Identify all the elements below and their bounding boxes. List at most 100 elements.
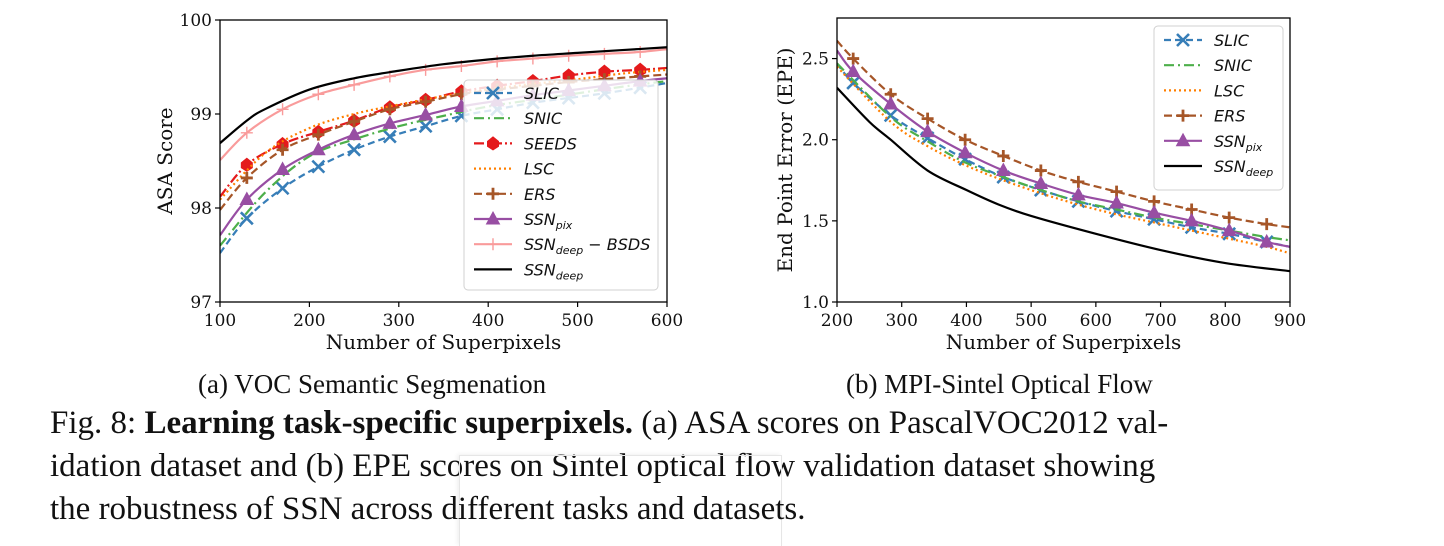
data-point-ssn-deep-bsds <box>312 88 325 101</box>
legend-b: SLIC SNIC LSC ERS SSNpix SSNdeep <box>1153 25 1284 191</box>
data-point-ers <box>383 103 396 116</box>
legend-label: LSC <box>1214 81 1245 100</box>
legend-marker <box>487 238 499 251</box>
data-point-ssn-pix <box>1221 222 1237 237</box>
y-axis-label: ASA Score <box>153 107 177 215</box>
data-point-ssn-deep-bsds <box>598 47 611 60</box>
x-tick-label: 100 <box>204 311 236 331</box>
legend-label: LSC <box>524 160 555 179</box>
x-tick-label: 400 <box>472 311 504 331</box>
legend-marker <box>487 187 499 200</box>
data-point-ssn-pix <box>883 95 899 110</box>
x-tick-label: 300 <box>885 311 917 331</box>
data-point-slic <box>418 119 433 134</box>
legend-marker <box>1175 132 1191 147</box>
legend-label: SNIC <box>1214 56 1253 75</box>
data-point-ssn-pix <box>1033 175 1049 190</box>
data-point-ers <box>959 133 972 146</box>
data-point-slic <box>239 211 254 226</box>
legend-label: SSNpix <box>1214 132 1263 154</box>
figure-caption-line-1: Fig. 8: Learning task-specific superpixe… <box>50 405 1168 442</box>
data-point-ssn-pix <box>1146 204 1162 219</box>
legend-box <box>1153 25 1284 191</box>
data-point-ers <box>312 128 325 141</box>
y-tick-label: 100 <box>180 11 212 31</box>
series-line-lsc <box>837 65 1290 255</box>
data-point-ers <box>921 112 934 125</box>
figure-caption-line-2: idation dataset and (b) EPE scores on Si… <box>50 448 1156 484</box>
series-line-ssn-deep <box>220 46 667 144</box>
data-point-ssn-deep-bsds <box>240 126 253 139</box>
data-point-slic <box>846 75 861 90</box>
data-point-ssn-pix <box>311 141 326 156</box>
data-point-ers <box>1260 218 1273 231</box>
data-point-ssn-pix <box>382 115 398 129</box>
y-tick-label: 2.5 <box>802 50 829 70</box>
figure-caption-line-3: the robustness of SSN across different t… <box>50 491 806 527</box>
data-point-slic <box>275 181 290 196</box>
data-point-ers <box>348 115 361 128</box>
y-axis-label: End Point Error (EPE) <box>773 48 797 273</box>
series-line-ers <box>220 73 667 211</box>
series-line-lsc <box>220 68 667 201</box>
x-axis-label: Number of Superpixels <box>326 330 561 354</box>
data-point-slic <box>347 142 362 157</box>
data-point-ers <box>1072 175 1085 188</box>
x-tick-label: 800 <box>1209 311 1241 331</box>
y-tick-label: 1.5 <box>802 212 829 232</box>
data-point-ssn-pix <box>275 161 290 175</box>
data-point-ers <box>419 95 432 108</box>
legend-marker <box>1177 109 1189 122</box>
data-point-ers <box>1034 164 1047 177</box>
legend-a: SLIC SNIC SEEDS LSC ERS SSNpix SSNdeep − BSDS S… <box>463 79 659 291</box>
legend-marker <box>486 86 500 100</box>
legend-label: ERS <box>1214 107 1245 126</box>
chart-a-voc-asa: 100 200 300 400 500 600 97 98 99 100 Number of Sup… <box>153 11 683 354</box>
x-tick-label: 700 <box>1144 311 1176 331</box>
data-point-ers <box>1223 211 1236 224</box>
y-tick-label: 2.0 <box>802 131 829 151</box>
data-point-slic <box>311 159 326 174</box>
data-point-ssn-deep-bsds <box>491 55 504 68</box>
chart-b-sintel-epe: 200 300 400 500 600 700 800 900 1.0 1.5 2.0 2.5 Numb… <box>773 17 1306 354</box>
data-point-ssn-pix <box>346 126 362 141</box>
legend-label: SEEDS <box>524 134 577 153</box>
x-tick-label: 600 <box>651 311 683 331</box>
data-point-ssn-pix <box>1184 212 1199 227</box>
x-tick-label: 600 <box>1080 311 1112 331</box>
x-tick-label: 200 <box>293 311 325 331</box>
y-tick-label: 1.0 <box>802 293 829 313</box>
plot-area-b <box>837 39 1290 273</box>
legend-marker <box>487 136 499 151</box>
data-point-ers <box>997 149 1010 162</box>
legend-label: ERS <box>524 185 555 204</box>
legend-label: SSNdeep <box>524 260 583 282</box>
data-point-ers <box>276 143 289 156</box>
y-tick-label: 97 <box>190 293 212 313</box>
data-point-ssn-deep-bsds <box>348 78 361 91</box>
data-point-slic <box>382 129 397 144</box>
data-point-ssn-pix <box>1109 194 1124 209</box>
data-point-ssn-pix <box>845 63 861 78</box>
overlay-box <box>459 455 782 546</box>
data-point-ssn-pix <box>995 162 1011 177</box>
axes-frame-b <box>836 17 1291 303</box>
data-point-ssn-deep-bsds <box>276 103 289 116</box>
x-tick-label: 300 <box>383 311 415 331</box>
series-line-ssn-deep <box>837 87 1290 273</box>
data-point-ssn-pix <box>1259 233 1275 248</box>
data-point-ssn-deep-bsds <box>526 52 539 65</box>
subcaption-b: (b) MPI-Sintel Optical Flow <box>846 369 1153 399</box>
legend-label: SSNdeep <box>1214 157 1273 179</box>
legend-label: SNIC <box>524 109 563 128</box>
data-point-ssn-deep-bsds <box>562 49 575 62</box>
data-point-ssn-pix <box>920 123 935 138</box>
subcaption-a: (a) VOC Semantic Segmenation <box>198 369 547 399</box>
series-line-snic <box>837 62 1290 242</box>
legend-label: SLIC <box>1214 31 1250 50</box>
figure-label: Fig. 8: <box>50 405 145 441</box>
y-tick-label: 98 <box>190 199 212 219</box>
data-point-ssn-pix <box>1071 186 1086 201</box>
figure-caption-text: (a) ASA scores on PascalVOC2012 val- <box>633 405 1169 441</box>
x-tick-label: 500 <box>1015 311 1047 331</box>
